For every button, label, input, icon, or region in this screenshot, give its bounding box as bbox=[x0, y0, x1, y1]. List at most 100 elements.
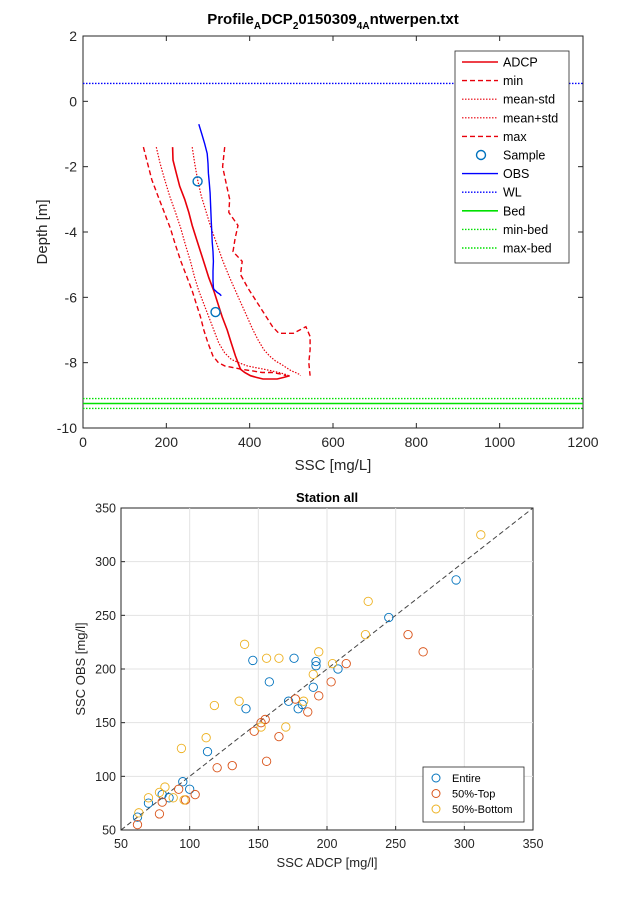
legend-label: max bbox=[503, 130, 527, 144]
y-tick-label: -6 bbox=[65, 289, 78, 305]
scatter-point-50-top bbox=[190, 789, 200, 800]
profile-legend: ADCP min mean-std mean+std max Sample OBS WL Bed… bbox=[454, 50, 570, 264]
legend-marker bbox=[431, 804, 441, 814]
scatter-point-50-top bbox=[154, 809, 165, 819]
x-tick-label: 800 bbox=[405, 434, 429, 450]
scatter-point-50-bottom bbox=[281, 722, 291, 732]
scatter-point-50-bottom bbox=[234, 696, 244, 706]
one-to-one-line bbox=[120, 507, 534, 831]
scatter-chart-title: Station all bbox=[296, 490, 358, 505]
x-tick-label: 300 bbox=[454, 837, 475, 851]
scatter-point-50-top bbox=[326, 677, 336, 687]
legend-sample-marker bbox=[475, 149, 487, 161]
legend-label: min-bed bbox=[503, 223, 548, 237]
scatter-point-50-top bbox=[303, 707, 313, 717]
y-tick-label: 350 bbox=[95, 502, 116, 516]
scatter-point-50-top bbox=[212, 763, 222, 773]
scatter-point-50-bottom bbox=[176, 743, 187, 754]
scatter-chart: Station all 50 100 150 200 250 300 350 50 100 150… bbox=[73, 490, 543, 870]
x-tick-label: 150 bbox=[248, 837, 269, 851]
profile-xlabel: SSC [mg/L] bbox=[295, 457, 372, 474]
scatter-point-50-top bbox=[249, 726, 259, 736]
scatter-point-50-bottom bbox=[201, 733, 211, 743]
y-tick-label: 0 bbox=[69, 93, 77, 109]
sample-point bbox=[192, 176, 203, 187]
y-tick-label: 150 bbox=[95, 716, 116, 730]
scatter-point-50-bottom bbox=[143, 793, 154, 803]
scatter-point-50-bottom bbox=[274, 653, 284, 663]
scatter-point-50-top bbox=[261, 756, 272, 766]
profile-legend-items: ADCP min mean-std mean+std max Sample OBS WL Bed… bbox=[462, 56, 558, 256]
scatter-point-50-bottom bbox=[360, 630, 371, 640]
legend-label: 50%-Top bbox=[452, 789, 495, 801]
scatter-point-50-top bbox=[157, 797, 167, 807]
legend-marker bbox=[431, 789, 441, 798]
legend-label: mean+std bbox=[503, 111, 558, 125]
legend-label: min bbox=[503, 74, 523, 88]
profile-legend-box bbox=[454, 50, 570, 264]
scatter-point-entire bbox=[143, 798, 154, 808]
legend-label: OBS bbox=[503, 167, 529, 181]
y-tick-label: 200 bbox=[95, 663, 116, 677]
legend-label: Entire bbox=[452, 773, 481, 785]
scatter-point-50-top bbox=[341, 658, 351, 669]
profile-axes-ticks: 0 200 400 600 800 1000 1200 -10 -8 -6 -4 -2 0 2 bbox=[57, 28, 599, 450]
legend-label: Bed bbox=[503, 204, 525, 218]
profile-ylabel: Depth [m] bbox=[34, 199, 51, 264]
legend-label: mean-std bbox=[503, 93, 555, 107]
scatter-point-entire bbox=[384, 612, 394, 623]
scatter-point-50-bottom bbox=[308, 669, 318, 680]
scatter-point-50-top bbox=[418, 647, 428, 657]
scatter-xlabel: SSC ADCP [mg/l] bbox=[277, 855, 378, 870]
scatter-point-50-bottom bbox=[261, 653, 272, 663]
profile-series-layer bbox=[83, 82, 583, 410]
scatter-ylabel: SSC OBS [mg/l] bbox=[73, 622, 88, 715]
series-mean+std-line bbox=[191, 147, 301, 377]
scatter-point-50-bottom bbox=[363, 596, 373, 607]
scatter-point-50-bottom bbox=[154, 787, 165, 798]
scatter-point-entire bbox=[248, 655, 258, 666]
x-tick-label: 200 bbox=[155, 434, 179, 450]
y-tick-label: -10 bbox=[57, 420, 77, 436]
scatter-point-entire bbox=[451, 575, 461, 585]
scatter-point-50-top bbox=[314, 691, 324, 701]
y-tick-label: 100 bbox=[95, 770, 116, 784]
scatter-point-50-top bbox=[274, 731, 284, 742]
y-tick-label: 250 bbox=[95, 609, 116, 623]
scatter-point-50-top bbox=[132, 819, 143, 830]
scatter-point-entire bbox=[178, 777, 188, 787]
scatter-point-50-top bbox=[403, 630, 413, 640]
series-min-line bbox=[142, 146, 287, 377]
profile-chart: ProfileADCP201503094Antwerpen.txt 0 200 40… bbox=[34, 11, 599, 474]
scatter-point-entire bbox=[202, 746, 213, 757]
scatter-point-entire bbox=[264, 677, 274, 687]
scatter-point-50-bottom bbox=[299, 696, 309, 706]
scatter-axes-ticks: 50 100 150 200 250 300 350 50 100 150 200 250 300 350 bbox=[95, 502, 543, 852]
y-tick-label: -8 bbox=[65, 355, 78, 371]
scatter-point-50-top bbox=[260, 714, 270, 725]
scatter-point-entire bbox=[283, 696, 294, 706]
scatter-series-layer bbox=[120, 507, 534, 831]
series-max-line bbox=[221, 147, 311, 376]
scatter-point-50-bottom bbox=[476, 530, 486, 540]
legend-label: 50%-Bottom bbox=[452, 804, 513, 816]
legend-label: Sample bbox=[503, 149, 545, 163]
x-tick-label: 50 bbox=[114, 837, 128, 851]
y-tick-label: 2 bbox=[69, 28, 77, 44]
x-tick-label: 250 bbox=[385, 837, 406, 851]
x-tick-label: 1000 bbox=[484, 434, 515, 450]
scatter-point-50-bottom bbox=[327, 658, 338, 669]
scatter-point-50-bottom bbox=[168, 793, 178, 803]
scatter-point-entire bbox=[308, 682, 318, 692]
scatter-point-50-bottom bbox=[134, 808, 144, 818]
scatter-legend: Entire 50%-Top 50%-Bottom bbox=[422, 766, 525, 823]
legend-marker bbox=[431, 773, 441, 783]
scatter-point-50-bottom bbox=[314, 647, 324, 657]
scatter-point-entire bbox=[185, 784, 195, 794]
scatter-point-entire bbox=[241, 704, 251, 714]
scatter-legend-items: Entire 50%-Top 50%-Bottom bbox=[431, 773, 513, 816]
x-tick-label: 1200 bbox=[567, 434, 598, 450]
y-tick-label: -4 bbox=[65, 224, 78, 240]
series-obs-line bbox=[198, 123, 222, 297]
